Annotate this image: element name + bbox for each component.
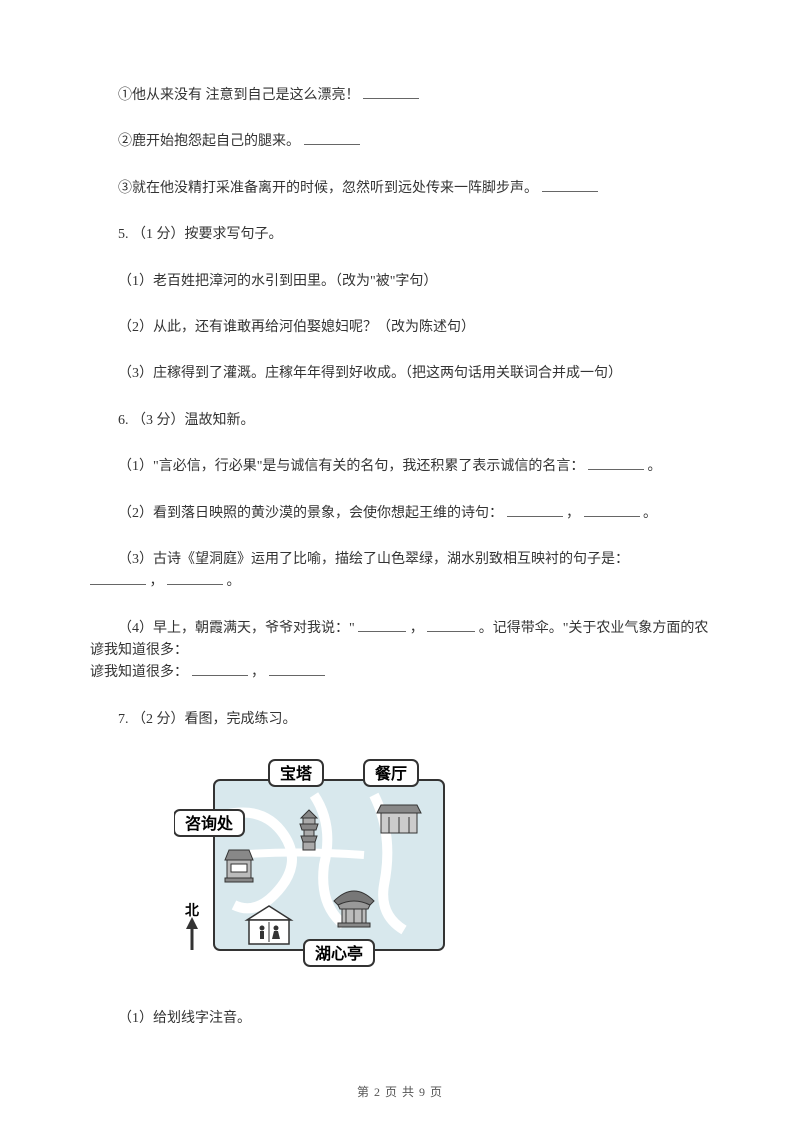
blank-line[interactable] (363, 85, 419, 99)
text: 5. （1 分）按要求写句子。 (118, 227, 283, 242)
text: ②鹿开始抱怨起自己的腿来。 (118, 134, 300, 149)
blank-line[interactable] (542, 178, 598, 192)
info-booth-icon (225, 850, 253, 882)
text: ， (150, 574, 164, 589)
blank-line[interactable] (358, 618, 406, 632)
blank-line[interactable] (269, 662, 325, 676)
question-5-2: （2）从此，还有谁敢再给河伯娶媳妇呢？（改为陈述句） (90, 317, 710, 339)
label-huxinting: 湖心亭 (304, 940, 374, 966)
map-figure: 宝塔 餐厅 咨询处 湖心亭 北 (174, 755, 710, 983)
text: （3）古诗《望洞庭》运用了比喻，描绘了山色翠绿，湖水别致相互映衬的句子是： (90, 549, 629, 571)
north-indicator: 北 (185, 902, 199, 950)
question-7-1: （1）给划线字注音。 (90, 1008, 710, 1030)
question-5-1: （1）老百姓把漳河的水引到田里。（改为"被"字句） (90, 271, 710, 293)
question-6-1: （1）"言必信，行必果"是与诚信有关的名句，我还积累了表示诚信的名言： 。 (90, 456, 710, 478)
text: ③就在他没精打采准备离开的时候，忽然听到远处传来一阵脚步声。 (118, 181, 538, 196)
text: 6. （3 分）温故知新。 (118, 413, 255, 428)
text: 。 (647, 459, 661, 474)
blank-line[interactable] (507, 503, 563, 517)
text: （1）给划线字注音。 (118, 1011, 251, 1026)
blank-line[interactable] (584, 503, 640, 517)
blank-line[interactable] (90, 571, 146, 585)
svg-text:咨询处: 咨询处 (185, 814, 234, 833)
question-item-2: ②鹿开始抱怨起自己的腿来。 (90, 131, 710, 153)
label-canting: 餐厅 (364, 760, 418, 786)
blank-line[interactable] (588, 456, 644, 470)
text: ， (251, 665, 269, 680)
question-item-1: ①他从来没有 注意到自己是这么漂亮！ (90, 85, 710, 107)
text: 。 (643, 506, 657, 521)
svg-text:餐厅: 餐厅 (374, 764, 407, 783)
blank-line[interactable] (167, 571, 223, 585)
text: 7. （2 分）看图，完成练习。 (118, 712, 297, 727)
text: ， (566, 506, 580, 521)
text-prefix: 谚我知道很多： (90, 665, 188, 680)
blank-line[interactable] (192, 662, 248, 676)
text: ①他从来没有 注意到自己是这么漂亮！ (118, 88, 360, 103)
svg-text:北: 北 (185, 902, 199, 918)
question-5-header: 5. （1 分）按要求写句子。 (90, 224, 710, 246)
text: （1）老百姓把漳河的水引到田里。（改为"被"字句） (118, 274, 437, 289)
pagoda-icon (300, 810, 318, 850)
label-baota: 宝塔 (269, 760, 323, 786)
blank-line[interactable] (427, 618, 475, 632)
text: ， (410, 621, 424, 636)
label-zixunchu: 咨询处 (174, 810, 244, 836)
question-7-header: 7. （2 分）看图，完成练习。 (90, 709, 710, 731)
question-6-2: （2）看到落日映照的黄沙漠的景象，会使你想起王维的诗句： ， 。 (90, 503, 710, 525)
restaurant-icon (377, 805, 421, 833)
text: （2）看到落日映照的黄沙漠的景象，会使你想起王维的诗句： (118, 506, 507, 521)
question-item-3: ③就在他没精打采准备离开的时候，忽然听到远处传来一阵脚步声。 (90, 178, 710, 200)
svg-text:湖心亭: 湖心亭 (315, 944, 363, 963)
text: （2）从此，还有谁敢再给河伯娶媳妇呢？（改为陈述句） (118, 320, 475, 335)
svg-text:宝塔: 宝塔 (280, 764, 313, 783)
question-6-header: 6. （3 分）温故知新。 (90, 410, 710, 432)
question-6-3: （3）古诗《望洞庭》运用了比喻，描绘了山色翠绿，湖水别致相互映衬的句子是： ， … (90, 549, 710, 594)
map-path (234, 853, 364, 856)
question-6-4: （4）早上，朝霞满天，爷爷对我说：" ， 。记得带伞。"关于农业气象方面的农谚我… (90, 618, 710, 685)
text: （3）庄稼得到了灌溉。庄稼年年得到好收成。（把这两句话用关联词合并成一句） (118, 366, 622, 381)
blank-line[interactable] (304, 131, 360, 145)
map-svg: 宝塔 餐厅 咨询处 湖心亭 北 (174, 755, 454, 975)
text: （4）早上，朝霞满天，爷爷对我说：" (90, 618, 355, 640)
question-5-3: （3）庄稼得到了灌溉。庄稼年年得到好收成。（把这两句话用关联词合并成一句） (90, 363, 710, 385)
text: （1）"言必信，行必果"是与诚信有关的名句，我还积累了表示诚信的名言： (118, 459, 584, 474)
text: 。 (227, 574, 241, 589)
page-footer: 第 2 页 共 9 页 (0, 1083, 800, 1102)
footer-text: 第 2 页 共 9 页 (357, 1085, 443, 1099)
